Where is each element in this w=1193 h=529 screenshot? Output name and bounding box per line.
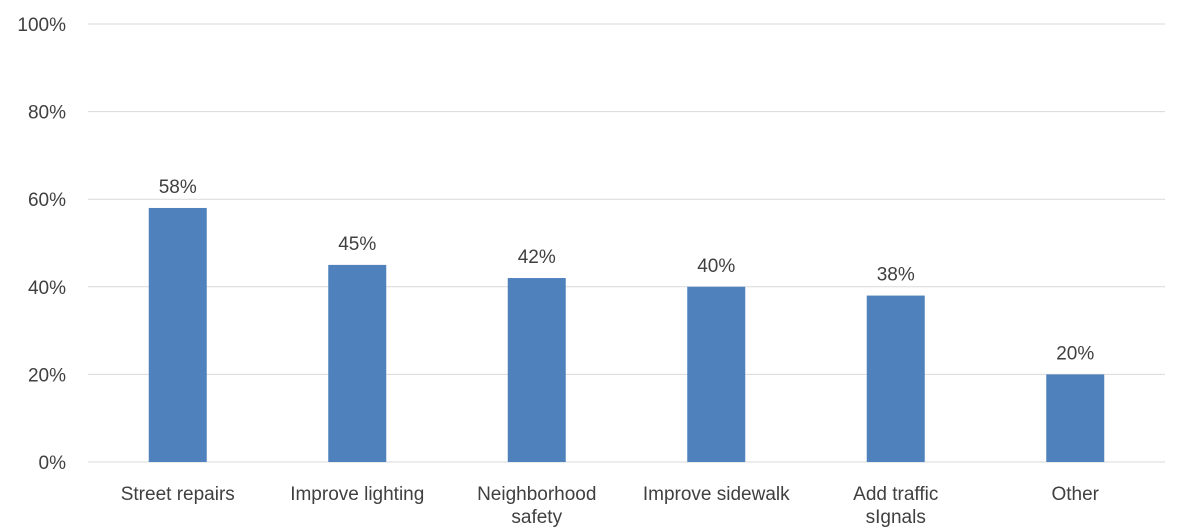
data-label: 40% <box>697 256 735 277</box>
data-label: 20% <box>1056 343 1094 364</box>
y-tick-label: 80% <box>28 103 66 124</box>
category-label-line: Add traffic <box>853 484 938 505</box>
category-label-line: sIgnals <box>866 507 926 528</box>
x-axis-category-labels: Street repairs Improve lighting Neighborho… <box>121 484 1100 528</box>
bars <box>148 207 1105 462</box>
bar <box>148 207 207 462</box>
category-label: Improve sidewalk <box>643 484 790 505</box>
gridlines <box>88 23 1165 463</box>
y-axis-tick-labels: 0% 20% 40% 60% 80% 100% <box>17 15 66 474</box>
bar <box>687 286 746 462</box>
category-label-line: Street repairs <box>121 484 235 505</box>
y-tick-label: 20% <box>28 365 66 386</box>
category-label-line: Neighborhood <box>477 484 596 505</box>
category-label-line: Improve sidewalk <box>643 484 790 505</box>
bar <box>328 264 387 462</box>
bar <box>866 295 925 462</box>
category-label: Other <box>1051 484 1099 505</box>
data-label: 45% <box>338 234 376 255</box>
y-tick-label: 40% <box>28 278 66 299</box>
category-label: Improve lighting <box>290 484 424 505</box>
data-label: 42% <box>518 247 556 268</box>
y-tick-label: 100% <box>17 15 66 36</box>
category-label-line: safety <box>511 507 562 528</box>
bar <box>1046 374 1105 462</box>
category-label: Street repairs <box>121 484 235 505</box>
category-label: Neighborhood safety <box>477 484 596 528</box>
data-labels: 58% 45% 42% 40% 38% 20% <box>159 177 1095 364</box>
category-label: Add traffic sIgnals <box>853 484 938 528</box>
bar <box>507 278 566 462</box>
data-label: 38% <box>877 265 915 286</box>
y-tick-label: 0% <box>39 453 67 474</box>
category-label-line: Other <box>1051 484 1099 505</box>
data-label: 58% <box>159 177 197 198</box>
y-tick-label: 60% <box>28 190 66 211</box>
category-label-line: Improve lighting <box>290 484 424 505</box>
